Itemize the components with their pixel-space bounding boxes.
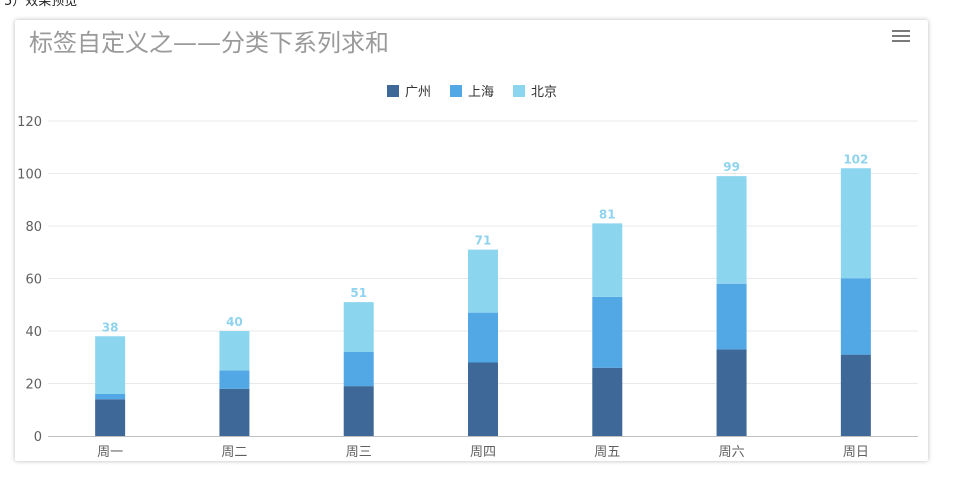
legend-swatch [450,85,462,97]
page-caption: 5）效果预览 [4,0,78,9]
y-tick-label: 60 [25,273,42,288]
bar-2-6[interactable] [716,283,747,350]
bar-2-7[interactable] [840,278,871,355]
total-labels: 38 40 51 71 81 99 102 [102,152,869,334]
bar-3-7[interactable] [840,168,871,279]
legend-swatch [513,85,525,97]
legend-item-2[interactable]: 上海 [450,85,494,100]
hamburger-menu-icon[interactable] [892,28,910,44]
chart-card: 标签自定义之——分类下系列求和 0 20 40 60 80 100 120 38 40 51 71… [15,20,928,461]
bar-1-4[interactable] [468,362,498,437]
y-tick-label: 0 [34,430,42,445]
total-label: 102 [843,152,868,166]
bar-1-5[interactable] [592,367,623,436]
x-tick-label: 周日 [843,445,869,460]
x-axis: 周一 周二 周三 周四 周五 周六 周日 [48,436,918,460]
total-label: 71 [475,234,492,248]
y-tick-label: 100 [17,168,42,183]
bar-3-2[interactable] [219,331,250,371]
bar-1-2[interactable] [219,388,250,436]
bar-1-6[interactable] [716,349,747,436]
y-tick-label: 80 [25,220,42,235]
legend: 广州 上海 北京 [387,85,557,100]
bar-1-1[interactable] [95,399,126,436]
total-label: 51 [350,286,367,300]
bars [95,168,871,436]
bar-1-3[interactable] [343,386,374,436]
legend-item-1[interactable]: 广州 [387,85,431,100]
bar-1-7[interactable] [840,354,871,436]
bar-3-4[interactable] [468,249,498,313]
x-tick-label: 周一 [97,445,123,460]
y-axis: 0 20 40 60 80 100 120 [17,115,42,445]
bar-2-3[interactable] [343,352,374,387]
legend-swatch [387,85,399,97]
total-label: 40 [226,315,243,329]
bar-2-1[interactable] [95,394,126,400]
bar-2-4[interactable] [468,312,498,363]
chart-title: 标签自定义之——分类下系列求和 [29,29,389,57]
stacked-bar-chart: 0 20 40 60 80 100 120 38 40 51 71 81 99 102 周一 周二 周三 周四… [17,85,918,460]
x-tick-label: 周二 [221,445,247,460]
bar-2-5[interactable] [592,296,623,368]
legend-label: 广州 [405,85,431,100]
x-tick-label: 周五 [594,445,620,460]
bar-3-6[interactable] [716,176,747,284]
bar-3-3[interactable] [343,302,374,352]
bar-2-2[interactable] [219,370,250,389]
total-label: 99 [723,160,740,174]
bar-3-1[interactable] [95,336,126,394]
legend-label: 北京 [531,85,557,100]
legend-label: 上海 [468,85,494,100]
legend-item-3[interactable]: 北京 [513,85,557,100]
total-label: 38 [102,320,119,334]
x-tick-label: 周六 [719,445,745,460]
x-tick-label: 周三 [346,445,372,460]
y-tick-label: 120 [17,115,42,130]
total-label: 81 [599,207,616,221]
y-tick-label: 20 [25,378,42,393]
bar-3-5[interactable] [592,223,623,297]
y-tick-label: 40 [25,325,42,340]
x-tick-label: 周四 [470,445,496,460]
